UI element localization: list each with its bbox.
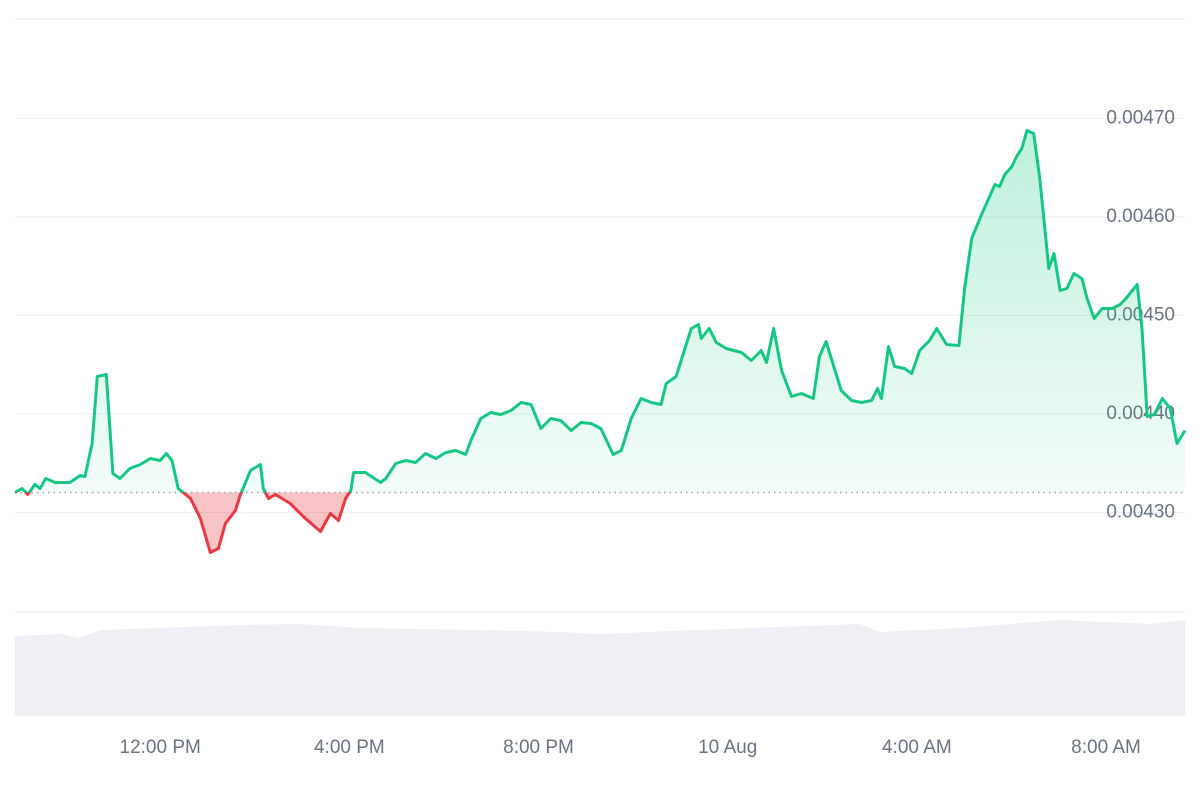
x-tick-label: 8:00 PM xyxy=(503,737,574,758)
x-tick-label: 12:00 PM xyxy=(120,737,201,758)
price-area xyxy=(15,130,1185,553)
y-tick-label: 0.00430 xyxy=(1106,502,1175,523)
y-tick-label: 0.00470 xyxy=(1106,108,1175,129)
price-line xyxy=(14,129,1187,554)
volume-area xyxy=(15,620,1185,716)
x-tick-label: 8:00 AM xyxy=(1071,737,1141,758)
x-tick-label: 4:00 AM xyxy=(882,737,952,758)
y-tick-label: 0.00460 xyxy=(1106,206,1175,227)
x-tick-label: 10 Aug xyxy=(698,737,757,758)
x-tick-label: 4:00 PM xyxy=(314,737,385,758)
